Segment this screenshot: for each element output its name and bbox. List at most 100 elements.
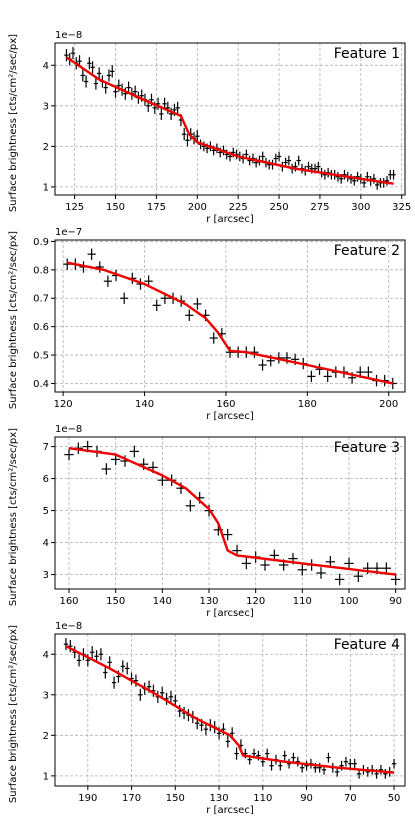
data-point: [260, 151, 265, 162]
data-point: [103, 666, 108, 679]
y-tick-label: 2: [43, 142, 49, 153]
data-point: [241, 557, 251, 570]
data-point: [295, 756, 301, 767]
data-point: [322, 169, 328, 180]
x-tick-label: 150: [166, 793, 185, 804]
data-point: [120, 660, 126, 673]
data-point: [124, 662, 130, 675]
data-point: [278, 760, 283, 771]
plot-frame: [54, 633, 406, 787]
panel-title: Feature 2: [334, 243, 400, 259]
y-tick-label: 0.6: [33, 322, 49, 333]
data-point: [269, 760, 274, 771]
data-point: [260, 559, 270, 571]
data-point: [335, 573, 345, 586]
data-point: [225, 735, 231, 748]
data-point: [120, 292, 129, 304]
data-point: [89, 646, 95, 659]
data-point: [168, 107, 174, 121]
data-point: [201, 141, 207, 152]
plot-frame: [54, 436, 406, 590]
data-point: [291, 752, 296, 763]
data-point: [193, 298, 202, 310]
data-point: [182, 128, 187, 141]
y-tick-label: 6: [43, 474, 49, 485]
data-point: [276, 151, 282, 162]
data-point: [159, 107, 164, 121]
data-point: [282, 750, 287, 761]
x-axis-label: r [arcsec]: [206, 608, 254, 619]
data-point: [355, 171, 360, 182]
x-tick-label: 160: [59, 596, 78, 607]
x-tick-label: 125: [65, 202, 84, 213]
x-tick-label: 90: [389, 596, 402, 607]
data-point: [185, 309, 194, 321]
x-tick-label: 100: [339, 596, 358, 607]
y-axis-label: Surface brightness [cts/cm²/sec/px]: [8, 231, 19, 409]
data-point: [83, 75, 89, 88]
x-tick-label: 300: [351, 202, 370, 213]
data-point: [352, 758, 357, 769]
data-point: [123, 87, 128, 100]
data-point: [348, 173, 354, 184]
data-point: [378, 764, 384, 775]
x-tick-label: 70: [344, 793, 357, 804]
x-axis-label: r [arcsec]: [206, 214, 254, 225]
data-point: [273, 153, 278, 164]
data-point: [107, 656, 112, 669]
data-point: [195, 130, 200, 143]
y-scale-multiplier: 1e−8: [55, 30, 82, 41]
x-tick-label: 200: [188, 202, 207, 213]
data-point: [152, 299, 161, 312]
data-point: [391, 573, 401, 586]
data-point: [94, 650, 99, 663]
data-point: [342, 169, 347, 180]
data-point: [348, 758, 353, 769]
x-tick-label: 140: [135, 399, 154, 410]
y-tick-label: 0.5: [33, 351, 49, 362]
data-point: [353, 570, 363, 582]
x-tick-label: 190: [78, 793, 97, 804]
x-tick-label: 225: [229, 202, 248, 213]
x-tick-label: 50: [388, 793, 401, 804]
panel-1: 125 150 175 200 225 250 275 300 325 1 2 3 4 r [arcsec…: [8, 30, 411, 225]
model-fit-line: [65, 645, 395, 774]
data-point: [64, 448, 74, 461]
y-scale-multiplier: 1e−8: [55, 621, 82, 632]
x-tick-label: 160: [216, 399, 235, 410]
data-point: [106, 69, 112, 82]
data-point: [223, 528, 233, 541]
data-point: [155, 97, 161, 110]
x-tick-label: 110: [293, 596, 312, 607]
x-tick-label: 130: [210, 793, 229, 804]
data-point: [264, 748, 270, 759]
data-point: [68, 640, 73, 653]
y-tick-label: 4: [43, 650, 49, 661]
data-point: [224, 149, 229, 160]
data-point: [90, 61, 95, 74]
data-point: [326, 752, 331, 763]
x-tick-label: 130: [199, 596, 218, 607]
data-point: [110, 65, 115, 78]
data-point: [95, 261, 104, 273]
data-point: [286, 155, 292, 166]
x-tick-label: 140: [153, 596, 172, 607]
x-tick-label: 120: [54, 399, 73, 410]
y-tick-label: 2: [43, 731, 49, 742]
data-point: [63, 638, 69, 651]
data-point: [98, 648, 104, 661]
y-scale-multiplier: 1e−8: [55, 424, 82, 435]
data-point: [391, 169, 396, 180]
x-tick-label: 150: [106, 202, 125, 213]
data-point: [203, 723, 209, 736]
data-point: [365, 766, 371, 777]
data-point: [316, 161, 321, 172]
model-fit-line: [66, 261, 394, 385]
y-tick-label: 0.4: [33, 379, 49, 390]
data-point: [316, 567, 326, 579]
x-tick-label: 120: [246, 596, 265, 607]
y-tick-label: 3: [43, 570, 49, 581]
y-tick-label: 3: [43, 690, 49, 701]
panel-title: Feature 3: [334, 440, 400, 456]
x-tick-label: 180: [298, 399, 317, 410]
